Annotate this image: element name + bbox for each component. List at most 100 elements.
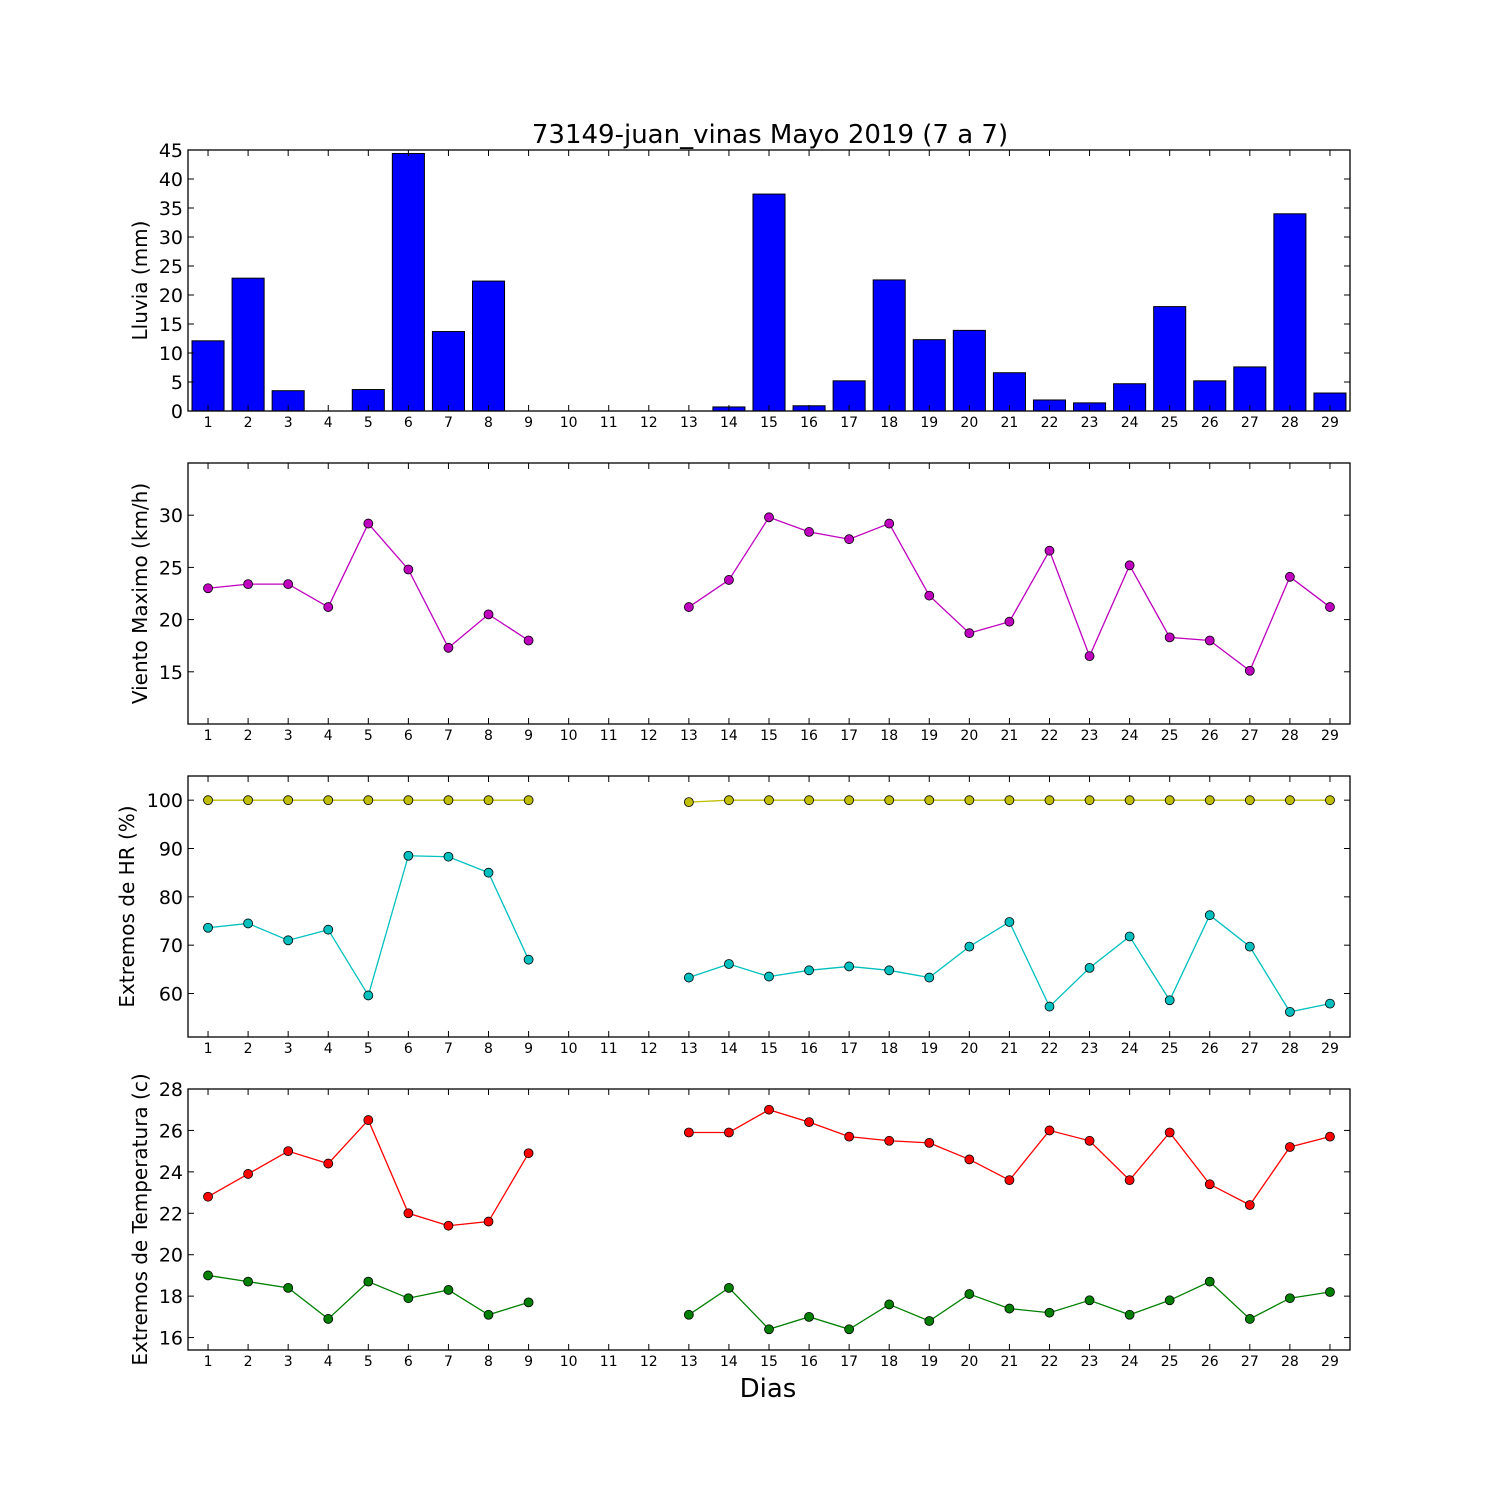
y-tick-label: 20 [159,1245,183,1267]
series-1-point-day-6 [403,795,414,806]
bar-day-25 [1153,306,1187,412]
series-1-point-day-23 [1084,1135,1095,1146]
series-2-point-day-2 [243,918,254,929]
series-2-point-day-14 [724,1282,734,1293]
x-tick-label: 8 [484,1041,493,1057]
x-tick-label: 4 [324,1354,333,1370]
series-1-point-day-13 [683,602,694,612]
x-tick-label: 23 [1081,728,1099,744]
series-1-point-day-21 [1004,616,1015,627]
series-2-point-day-22 [1044,1307,1055,1318]
x-tick-label: 22 [1041,1041,1059,1057]
series-2-point-day-9 [523,1297,534,1308]
x-tick-label: 21 [1000,728,1018,744]
series-1-point-day-4 [323,602,334,612]
x-tick-label: 28 [1281,728,1299,744]
series-2-point-day-5 [363,1276,374,1287]
series-1-point-day-23 [1084,651,1095,662]
series-1-point-day-27 [1244,795,1255,806]
x-tick-label: 12 [640,1041,658,1057]
series-2-point-day-1 [203,922,213,933]
bar-day-20 [952,329,986,412]
series-1-point-day-29 [1325,795,1335,806]
series-1-point-day-24 [1124,795,1135,806]
x-tick-label: 7 [444,1354,453,1370]
x-tick-label: 17 [840,728,858,744]
x-tick-label: 6 [404,415,413,431]
bar-day-19 [912,339,946,412]
x-tick-label: 7 [444,728,453,744]
series-2-point-day-26 [1204,1276,1215,1287]
x-tick-label: 17 [840,415,858,431]
x-tick-label: 4 [324,415,333,431]
x-tick-label: 21 [1000,1354,1018,1370]
x-tick-label: 3 [284,1354,293,1370]
x-tick-label: 13 [680,728,698,744]
series-2-point-day-25 [1164,995,1175,1006]
x-tick-label: 4 [324,1041,333,1057]
x-tick-label: 11 [600,728,618,744]
bar-day-7 [431,331,465,412]
series-2-point-day-17 [844,961,855,972]
series-2-point-day-6 [403,850,414,861]
x-tick-label: 1 [204,415,213,431]
x-tick-label: 6 [404,728,413,744]
x-tick-label: 25 [1161,1041,1179,1057]
series-1-point-day-7 [443,795,454,806]
series-1-point-day-1 [203,583,213,594]
x-tick-label: 27 [1241,1041,1259,1057]
y-tick-label: 26 [159,1120,183,1142]
x-tick-label: 19 [920,1041,938,1057]
x-tick-label: 8 [484,415,493,431]
y-tick-label: 35 [159,198,183,220]
series-1-point-day-16 [804,527,814,537]
x-tick-label: 19 [920,728,938,744]
series-2-point-day-19 [924,1316,935,1326]
x-tick-label: 13 [680,415,698,431]
series-1-point-day-14 [724,795,734,806]
y-tick-label: 15 [159,662,183,684]
y-tick-label: 40 [159,169,183,191]
series-1-point-day-8 [483,795,494,806]
series-1-point-day-15 [764,795,774,806]
x-tick-label: 2 [244,728,253,744]
series-1-point-day-20 [964,1154,975,1165]
y-tick-label: 70 [159,935,183,957]
series-1-point-day-3 [283,579,294,590]
x-tick-label: 24 [1121,1354,1139,1370]
x-tick-label: 27 [1241,728,1259,744]
x-tick-label: 10 [560,1041,578,1057]
x-tick-label: 15 [760,1041,778,1057]
series-1-point-day-26 [1204,795,1215,806]
x-tick-label: 29 [1321,1354,1339,1370]
series-2-point-day-3 [283,1282,294,1293]
series-2-point-day-14 [724,959,734,969]
y-axis-label: Extremos de Temperatura (c) [128,1073,152,1365]
x-tick-label: 2 [244,1041,253,1057]
x-tick-label: 29 [1321,415,1339,431]
series-1-point-day-24 [1124,560,1135,571]
series-2-point-day-1 [203,1270,213,1281]
series-2-point-day-8 [483,867,494,878]
y-tick-label: 24 [159,1162,183,1184]
x-tick-label: 19 [920,1354,938,1370]
y-axis-label: Extremos de HR (%) [115,805,139,1007]
x-tick-label: 9 [524,1041,533,1057]
series-2-point-day-16 [804,1311,814,1322]
x-tick-label: 28 [1281,1041,1299,1057]
bar-day-8 [471,280,506,412]
x-tick-label: 8 [484,728,493,744]
series-1-point-day-22 [1044,1125,1055,1136]
y-tick-label: 15 [159,314,183,336]
x-tick-label: 17 [840,1354,858,1370]
series-2-point-day-29 [1325,998,1335,1009]
x-tick-label: 24 [1121,1041,1139,1057]
x-tick-label: 21 [1000,1041,1018,1057]
x-tick-label: 22 [1041,728,1059,744]
x-axis-label: Dias [740,1374,797,1404]
series-1-point-day-17 [844,1131,855,1142]
